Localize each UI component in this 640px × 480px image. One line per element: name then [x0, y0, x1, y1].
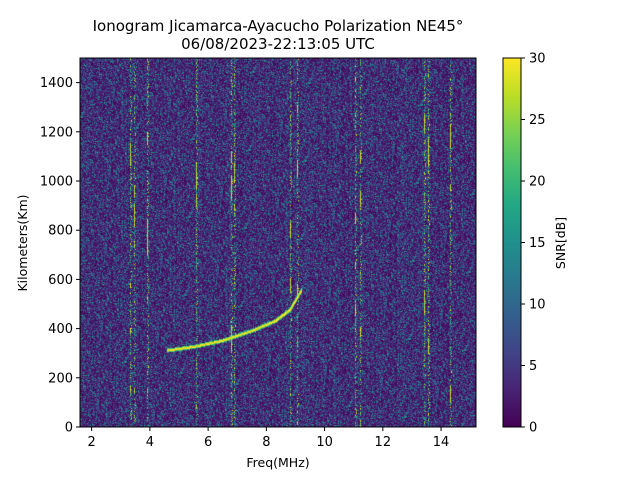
x-tick-label: 4: [146, 435, 154, 450]
colorbar-tick-label: 15: [529, 236, 546, 251]
x-tick-label: 12: [375, 435, 392, 450]
plot-frame: [79, 57, 477, 428]
colorbar-tick-label: 0: [529, 421, 537, 436]
heatmap-plot: [79, 57, 477, 428]
chart-subtitle: 06/08/2023-22:13:05 UTC: [181, 35, 375, 53]
x-axis: 2 4 6 8 10 12 14: [88, 427, 450, 450]
y-tick-label: 1200: [40, 125, 73, 140]
y-tick-label: 600: [48, 273, 73, 288]
x-tick-label: 10: [316, 435, 333, 450]
heatmap-image: [80, 58, 476, 427]
x-tick-label: 8: [262, 435, 270, 450]
colorbar-tick-label: 5: [529, 359, 537, 374]
y-tick-label: 400: [48, 322, 73, 337]
colorbar-tick-label: 20: [529, 175, 546, 190]
chart-title: Ionogram Jicamarca-Ayacucho Polarization…: [93, 17, 464, 35]
y-axis-label: Kilometers(Km): [15, 194, 30, 291]
colorbar-tick-label: 25: [529, 113, 546, 128]
y-tick-label: 200: [48, 371, 73, 386]
colorbar: 0 5 10 15 20 25 30 SNR[dB]: [502, 52, 568, 436]
y-tick-label: 0: [65, 421, 73, 436]
colorbar-tick-label: 10: [529, 298, 546, 313]
colorbar-gradient: [503, 58, 521, 427]
colorbar-tick-label: 30: [529, 52, 546, 67]
x-tick-label: 2: [88, 435, 96, 450]
x-tick-label: 6: [204, 435, 212, 450]
x-axis-label: Freq(MHz): [246, 455, 309, 470]
colorbar-ticks: 0 5 10 15 20 25 30: [521, 52, 546, 436]
colorbar-label: SNR[dB]: [553, 217, 568, 269]
x-tick-label: 14: [433, 435, 450, 450]
y-axis: 0 200 400 600 800 1000 1200 1400: [40, 76, 80, 436]
y-tick-label: 1400: [40, 76, 73, 91]
y-tick-label: 1000: [40, 175, 73, 190]
y-tick-label: 800: [48, 224, 73, 239]
